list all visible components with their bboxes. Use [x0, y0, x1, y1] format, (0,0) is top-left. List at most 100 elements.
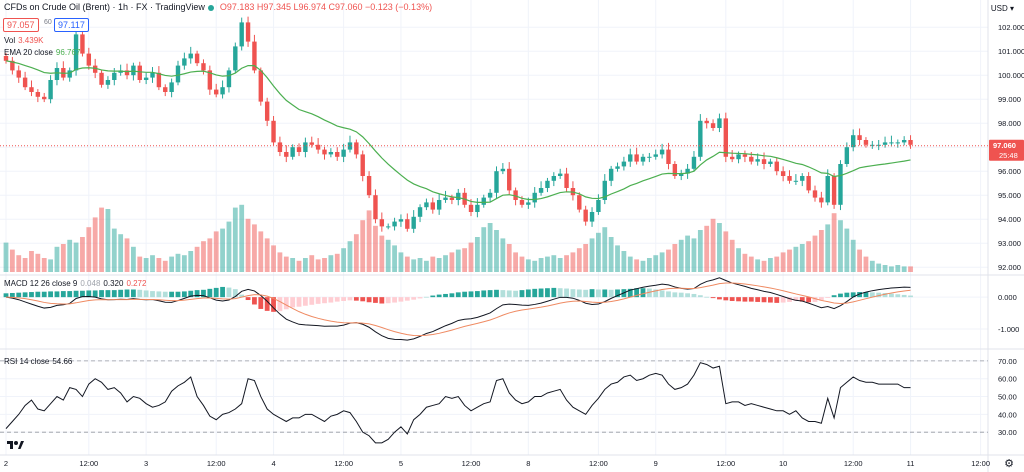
macd-histogram-bar — [54, 291, 60, 298]
candle-body — [360, 154, 365, 176]
macd-histogram-bar — [360, 297, 366, 302]
volume-bar — [869, 260, 875, 272]
macd-histogram-bar — [869, 292, 875, 298]
volume-bar — [181, 255, 187, 272]
volume-bar — [576, 248, 582, 272]
candle-body — [545, 180, 550, 188]
macd-axis-label: 0.000 — [998, 293, 1017, 302]
macd-histogram-bar — [169, 291, 175, 298]
candle-body — [507, 168, 512, 191]
time-axis-label: 3 — [144, 459, 148, 468]
macd-histogram-bar — [513, 290, 518, 298]
volume-bar — [481, 227, 487, 272]
buy-price-button[interactable]: 97.117 — [54, 18, 89, 32]
volume-bar — [538, 258, 544, 272]
candle-body — [252, 41, 257, 71]
time-axis-label: 12:00 — [844, 459, 863, 468]
candle-body — [526, 202, 531, 205]
candle-body — [640, 156, 646, 162]
volume-bar — [768, 258, 773, 272]
macd-histogram-bar — [443, 293, 448, 298]
macd-histogram-bar — [347, 297, 353, 301]
candle-body — [137, 65, 142, 80]
candle-body — [92, 65, 98, 73]
macd-line — [5, 277, 911, 341]
volume-bar — [844, 228, 850, 272]
macd-histogram-bar — [99, 290, 104, 298]
volume-bar — [704, 225, 710, 272]
candle-body — [143, 77, 149, 80]
candle-body — [831, 176, 837, 205]
candle-body — [481, 197, 486, 205]
macd-histogram-bar — [500, 290, 506, 298]
macd-histogram-bar — [188, 290, 194, 298]
candle-body — [494, 171, 499, 193]
volume-bar — [360, 220, 366, 272]
macd-histogram-bar — [271, 297, 276, 312]
volume-bar — [341, 248, 347, 272]
candle-body — [105, 80, 111, 85]
macd-histogram-bar — [41, 291, 47, 298]
macd-histogram-bar — [481, 290, 487, 298]
macd-histogram-bar — [239, 294, 245, 298]
time-axis-label: 4 — [271, 459, 275, 468]
volume-bar — [608, 237, 614, 272]
macd-histogram-bar — [812, 297, 818, 302]
volume-bar — [277, 252, 283, 272]
macd-histogram-bar — [691, 293, 697, 298]
macd-histogram-bar — [666, 291, 671, 298]
volume-bar — [16, 255, 22, 272]
candle-body — [156, 72, 162, 88]
candle-body — [825, 176, 830, 203]
settings-gear-icon[interactable]: ⚙ — [1004, 458, 1014, 470]
macd-histogram-bar — [290, 297, 296, 308]
macd-histogram-bar — [494, 289, 499, 298]
candle-body — [519, 200, 525, 205]
candle-body — [500, 168, 506, 172]
volume-bar — [564, 255, 569, 272]
volume-bar — [35, 253, 41, 272]
volume-bar — [487, 223, 493, 272]
macd-histogram-bar — [60, 291, 66, 298]
candle-body — [761, 159, 767, 164]
ohlc-readout: O97.183 H97.345 L96.974 C97.060 −0.123 (… — [219, 2, 433, 12]
volume-bar — [774, 256, 780, 272]
candle-body — [264, 101, 270, 121]
macd-histogram-bar — [245, 297, 251, 301]
macd-histogram-bar — [194, 290, 200, 298]
macd-histogram-bar — [398, 297, 404, 302]
candle-body — [468, 204, 474, 212]
volume-bar — [570, 252, 576, 272]
time-axis-label: 12:00 — [716, 459, 735, 468]
time-axis-label: 12:00 — [462, 459, 481, 468]
currency-selector[interactable]: USD ▾ — [990, 4, 1014, 13]
volume-bar — [264, 238, 270, 272]
macd-histogram-bar — [634, 288, 640, 298]
candle-body — [405, 219, 410, 229]
volume-bar — [825, 224, 831, 272]
rsi-axis-label: 30.00 — [998, 428, 1017, 437]
macd-histogram-bar — [532, 288, 538, 298]
sell-price-button[interactable]: 97.057 — [3, 18, 39, 32]
macd-histogram-bar — [124, 289, 130, 298]
macd-histogram-bar — [264, 297, 270, 311]
volume-bar — [710, 218, 716, 272]
macd-histogram-bar — [627, 288, 633, 298]
volume-bar — [150, 255, 155, 272]
volume-bar — [252, 224, 257, 272]
macd-histogram-bar — [258, 297, 264, 309]
candle-body — [347, 142, 353, 150]
candle-body — [583, 209, 588, 222]
candle-body — [258, 70, 263, 102]
ema-legend: EMA 20 close 96.767 — [4, 48, 81, 57]
macd-histogram-bar — [793, 297, 799, 301]
candle-body — [175, 65, 181, 83]
candle-body — [659, 149, 665, 155]
price-axis-label: 99.000 — [998, 95, 1021, 104]
candle-body — [131, 65, 136, 76]
macd-histogram-bar — [29, 292, 34, 298]
macd-histogram-bar — [615, 289, 620, 298]
macd-histogram-bar — [404, 297, 410, 301]
candle-body — [315, 144, 321, 150]
